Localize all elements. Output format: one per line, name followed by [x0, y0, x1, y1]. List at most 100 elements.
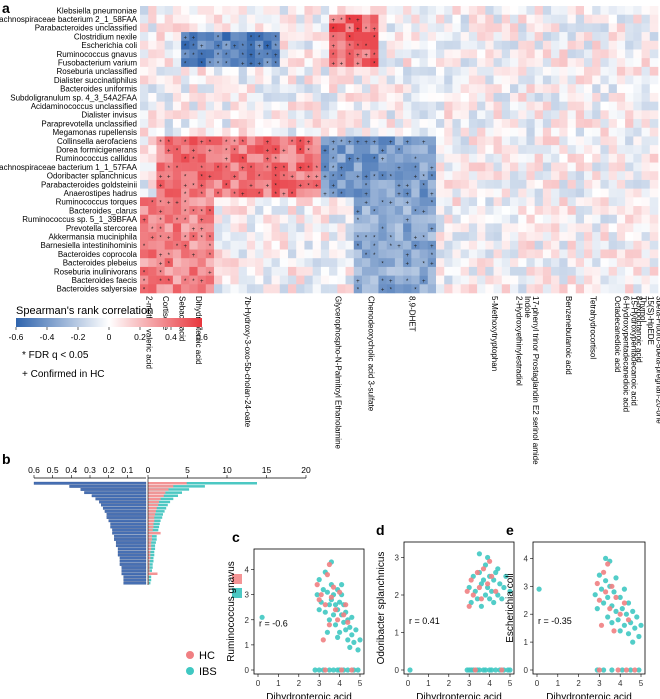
heatmap-cell [214, 92, 223, 102]
scatter-xtick-label: 4 [618, 679, 623, 688]
b-left-bar [104, 509, 147, 513]
heatmap-cell [534, 110, 544, 120]
heatmap-column-label: Glycerophospho-N-Palmitoyl Ethanolamine [334, 296, 343, 450]
heatmap-cell [312, 266, 322, 276]
heatmap-cell [279, 153, 289, 163]
heatmap-cell [230, 92, 239, 102]
heatmap-cell [641, 75, 651, 85]
heatmap-cell [493, 66, 503, 76]
heatmap-cell [304, 240, 313, 250]
heatmap-cell [255, 119, 264, 129]
heatmap-cell [140, 40, 149, 50]
heatmap-cell [214, 110, 223, 120]
heatmap-cell [444, 197, 453, 207]
heatmap-cell [222, 206, 231, 216]
heatmap-cell [592, 6, 601, 15]
heatmap-cell [205, 136, 215, 146]
heatmap-cell [148, 266, 157, 276]
heatmap-cell [551, 119, 560, 129]
heatmap-significance-mark: * [275, 192, 278, 198]
heatmap-cell [214, 145, 223, 155]
heatmap-cell [649, 258, 659, 268]
b-right-bar-fdr [148, 507, 167, 510]
scatter-point-hc [596, 667, 603, 673]
b-left-bar [117, 547, 147, 551]
heatmap-significance-mark: + [373, 27, 377, 33]
heatmap-significance-mark: + [307, 175, 311, 181]
heatmap-cell [616, 32, 626, 42]
heatmap-column-label: Cortisone [161, 296, 170, 331]
heatmap-cell [592, 136, 601, 146]
heatmap-significance-mark: + [159, 253, 163, 259]
heatmap-cell [329, 153, 338, 163]
heatmap-cell [534, 49, 544, 59]
heatmap-cell [625, 92, 634, 102]
heatmap-cell [205, 206, 215, 216]
heatmap-cell [304, 119, 313, 129]
heatmap-cell [567, 171, 577, 181]
heatmap-cell [427, 58, 437, 68]
heatmap-cell [255, 249, 264, 259]
heatmap-cell [378, 127, 387, 137]
heatmap-cell [501, 258, 511, 268]
b-right-bar-fdr [148, 482, 257, 485]
heatmap-cell [296, 101, 305, 111]
heatmap-cell [304, 275, 313, 285]
heatmap-cell [510, 284, 519, 294]
heatmap-cell [189, 119, 198, 129]
heatmap-cell [271, 6, 281, 15]
b-right-bar-fdr [148, 566, 153, 569]
heatmap-column-label: 6-Hydroxypentadecanedioic acid [622, 296, 631, 412]
heatmap-cell [526, 284, 535, 294]
heatmap-cell [337, 14, 346, 24]
heatmap-cell [567, 14, 577, 24]
heatmap-cell [452, 101, 461, 111]
heatmap-cell [427, 66, 437, 76]
heatmap-cell [460, 179, 470, 189]
b-right-bar-pvalue [148, 550, 151, 554]
heatmap-cell [353, 197, 363, 207]
heatmap-cell [526, 32, 535, 42]
heatmap-cell [279, 145, 289, 155]
heatmap-cell [436, 84, 445, 94]
heatmap-cell [403, 179, 412, 189]
heatmap-cell [370, 136, 379, 146]
heatmap-cell [222, 275, 231, 285]
heatmap-cell [592, 49, 601, 59]
heatmap-significance-mark: + [356, 18, 360, 24]
heatmap-cell [411, 232, 420, 242]
heatmap-cell [362, 14, 371, 24]
heatmap-cell [468, 188, 478, 198]
heatmap-cell [633, 153, 642, 163]
heatmap-cell [370, 14, 379, 24]
scatter-point-ibs [316, 577, 322, 583]
heatmap-cell [279, 127, 289, 137]
heatmap-cell [394, 49, 404, 59]
b-right-bar-pvalue [148, 575, 149, 579]
heatmap-cell [189, 266, 198, 276]
scatter-point-hc [594, 580, 600, 587]
heatmap-cell [542, 58, 552, 68]
heatmap-cell [353, 188, 363, 198]
heatmap-cell [625, 162, 634, 172]
heatmap-cell [485, 110, 494, 120]
heatmap-cell [649, 171, 659, 181]
heatmap-cell [625, 127, 634, 137]
heatmap-cell [518, 214, 527, 224]
heatmap-significance-mark: + [225, 157, 229, 163]
heatmap-cell [370, 240, 379, 250]
heatmap-cell [411, 49, 420, 59]
heatmap-cell [584, 66, 593, 76]
heatmap-cell [641, 188, 651, 198]
heatmap-cell [452, 214, 461, 224]
heatmap-cell [172, 66, 182, 76]
heatmap-cell [592, 14, 601, 24]
heatmap-cell [222, 240, 231, 250]
heatmap-cell [230, 14, 239, 24]
heatmap-cell [370, 266, 379, 276]
heatmap-cell [616, 197, 626, 207]
heatmap-cell [378, 258, 387, 268]
heatmap-cell [271, 101, 281, 111]
b-left-bar [121, 572, 147, 576]
heatmap-cell [559, 110, 568, 120]
